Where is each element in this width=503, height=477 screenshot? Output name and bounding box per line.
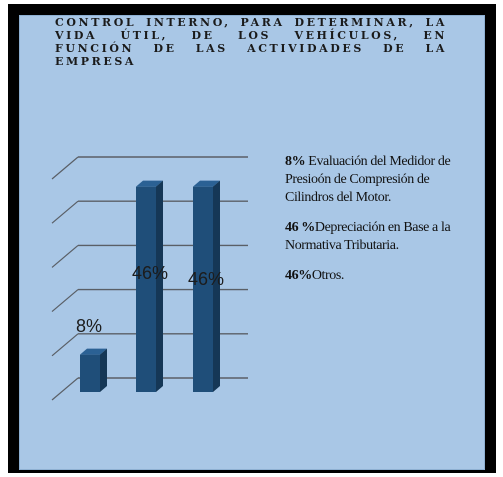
bar (193, 186, 213, 392)
chart-data-labels: 8% 46% 46% (76, 263, 224, 336)
legend-item-1-text: Evaluación del Medidor de Presioón de Co… (285, 154, 451, 205)
gridline-d (51, 289, 79, 313)
legend-item-2-text: Depreciación en Base a la Normativa Trib… (285, 220, 451, 253)
data-label: 46% (132, 263, 168, 283)
bar-top (193, 180, 220, 187)
gridline-d (51, 377, 79, 401)
legend-item-2: 46 %Depreciación en Base a la Normativa … (285, 219, 470, 255)
data-label: 8% (76, 316, 102, 336)
legend-item-3-text: Otros. (311, 268, 345, 283)
gridline-d (51, 200, 79, 224)
data-label: 46% (188, 269, 224, 289)
legend-item-1-pct: 8% (285, 154, 306, 169)
chart-title: CONTROL INTERNO, PARA DETERMINAR, LA VID… (55, 16, 447, 68)
gridline-d (51, 333, 79, 357)
legend-item-3: 46%Otros. (285, 267, 470, 285)
bar-side (213, 180, 220, 392)
bar (80, 354, 100, 392)
slide-panel (19, 15, 485, 470)
bar (136, 186, 156, 392)
legend-item-3-pct: 46% (285, 268, 312, 283)
bar-top (80, 348, 107, 355)
gridline-d (51, 156, 79, 180)
legend-item-1: 8% Evaluación del Medidor de Presioón de… (285, 153, 470, 207)
bar-side (100, 348, 107, 392)
chart-bars (80, 180, 220, 392)
bar-top (136, 180, 163, 187)
legend: 8% Evaluación del Medidor de Presioón de… (285, 153, 470, 297)
legend-item-2-pct: 46 % (285, 220, 315, 235)
bar-side (156, 180, 163, 392)
gridline-d (51, 244, 79, 268)
